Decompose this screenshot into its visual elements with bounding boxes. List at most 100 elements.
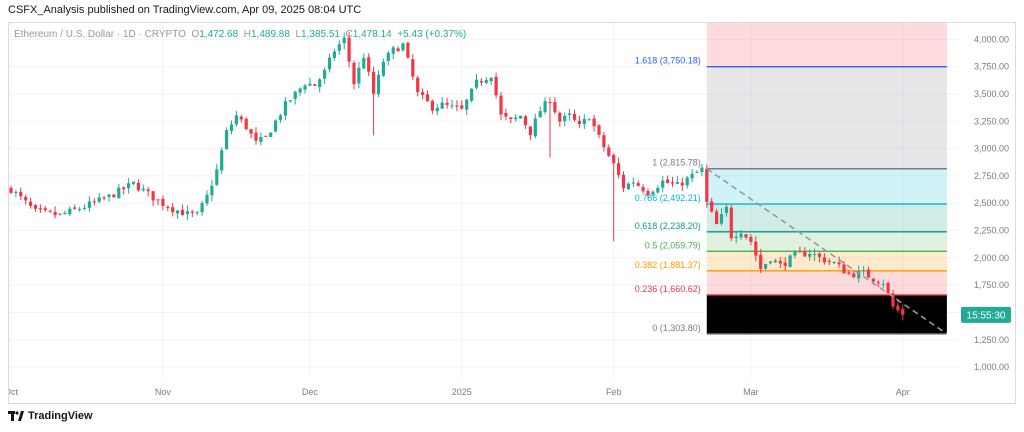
candle-body xyxy=(866,269,871,278)
candle-body xyxy=(141,188,145,191)
tradingview-footer[interactable]: TradingView xyxy=(8,410,93,422)
candle-body xyxy=(337,44,341,51)
countdown-badge: 15:55:30 xyxy=(961,306,1011,323)
candle-body xyxy=(666,179,670,183)
candle-body xyxy=(700,167,704,172)
fibonacci-labels: 1.618 (3,750.18) 1 (2,815.78) 0.786 (2,492… xyxy=(635,56,701,333)
candle-body xyxy=(215,169,219,185)
candle-body xyxy=(332,51,336,58)
price-tick-label: 2,750.00 xyxy=(974,171,1009,181)
candle-body xyxy=(842,264,846,274)
candle-body xyxy=(107,194,111,197)
time-tick-label: Apr xyxy=(896,387,910,397)
candle-body xyxy=(78,208,82,210)
candle-body xyxy=(239,116,243,120)
price-chart[interactable]: 1.618 (3,750.18) 1 (2,815.78) 0.786 (2,492… xyxy=(9,23,1015,403)
candle-body xyxy=(592,118,596,127)
candle-body xyxy=(484,79,488,83)
candle-body xyxy=(626,183,630,190)
price-tick-label: 1,750.00 xyxy=(974,280,1009,290)
fib-level-label-0.382: 0.382 (1,881.37) xyxy=(635,260,701,270)
candle-body xyxy=(357,67,361,84)
candle-body xyxy=(210,185,214,196)
candle-body xyxy=(788,255,792,268)
fib-zone-0.786 xyxy=(706,168,947,205)
candle-body xyxy=(685,177,689,186)
candles xyxy=(9,31,905,321)
candle-body xyxy=(185,211,189,215)
candle-body xyxy=(112,194,116,198)
fib-zone-0.382 xyxy=(706,251,947,271)
fib-level-label-0.236: 0.236 (1,660.62) xyxy=(635,284,701,294)
candle-body xyxy=(435,107,439,112)
candle-body xyxy=(195,212,199,214)
candle-body xyxy=(127,183,131,189)
candle-body xyxy=(229,124,234,132)
candle-body xyxy=(58,213,62,215)
candle-body xyxy=(455,105,459,107)
candle-body xyxy=(347,37,351,62)
candle-body xyxy=(342,37,346,44)
trend-line[interactable] xyxy=(706,168,948,335)
candle-body xyxy=(577,120,581,124)
price-tick-label: 2,250.00 xyxy=(974,226,1009,236)
candle-body xyxy=(33,205,38,209)
candle-body xyxy=(421,91,425,95)
candle-body xyxy=(827,260,831,262)
time-tick-label: Dec xyxy=(302,387,319,397)
candle-body xyxy=(548,102,552,104)
candle-body xyxy=(783,262,787,266)
candle-body xyxy=(205,194,209,204)
fib-level-label-0.5: 0.5 (2,059.79) xyxy=(645,240,701,250)
candle-body xyxy=(327,57,332,70)
candle-body xyxy=(352,62,356,85)
high-label: H xyxy=(243,29,251,40)
price-tick-label: 2,000.00 xyxy=(974,253,1009,263)
candle-body xyxy=(793,251,797,256)
candle-body xyxy=(582,118,586,125)
price-tick-label: 1,250.00 xyxy=(974,335,1009,345)
chart-frame[interactable]: 1.618 (3,750.18) 1 (2,815.78) 0.786 (2,492… xyxy=(8,22,1016,404)
candle-body xyxy=(543,101,547,112)
fib-zone-0.5 xyxy=(706,231,947,252)
change-value: +5.43 (+0.37%) xyxy=(397,29,467,40)
fib-zone-0 xyxy=(706,294,947,334)
candle-body xyxy=(161,198,165,206)
candle-body xyxy=(87,201,91,208)
candle-body xyxy=(474,79,479,88)
open-value: 1,472.68 xyxy=(199,29,239,40)
time-tick-label: Nov xyxy=(155,387,172,397)
candle-body xyxy=(494,76,498,96)
candle-body xyxy=(504,113,508,117)
price-tick-label: 3,250.00 xyxy=(974,116,1009,126)
candle-body xyxy=(641,187,645,192)
fib-zone-above xyxy=(706,23,947,67)
fib-zone-0.236 xyxy=(706,270,947,295)
candle-body xyxy=(621,174,626,189)
candle-body xyxy=(234,115,238,125)
candle-body xyxy=(847,272,851,274)
candle-body xyxy=(832,262,836,264)
candle-body xyxy=(617,163,621,176)
candle-body xyxy=(773,260,777,263)
candle-body xyxy=(381,62,385,76)
candle-body xyxy=(813,254,817,256)
candle-body xyxy=(798,251,802,253)
low-value: 1,385.51 xyxy=(301,29,340,40)
candle-body xyxy=(881,283,885,285)
candle-body xyxy=(661,180,665,188)
candle-body xyxy=(278,115,283,121)
time-axis[interactable]: Oct Nov Dec 2025 Feb Mar Apr xyxy=(9,387,910,397)
candle-body xyxy=(553,102,557,113)
candle-body xyxy=(269,132,273,138)
candle-body xyxy=(558,112,562,122)
candle-body xyxy=(151,191,155,201)
candle-body xyxy=(283,101,287,116)
trend-line-dashed[interactable] xyxy=(706,168,948,335)
candle-body xyxy=(73,207,77,209)
candle-body xyxy=(122,187,126,190)
candle-body xyxy=(440,102,444,109)
candle-body xyxy=(719,214,724,224)
candle-body xyxy=(102,197,106,199)
candle-body xyxy=(259,136,263,142)
